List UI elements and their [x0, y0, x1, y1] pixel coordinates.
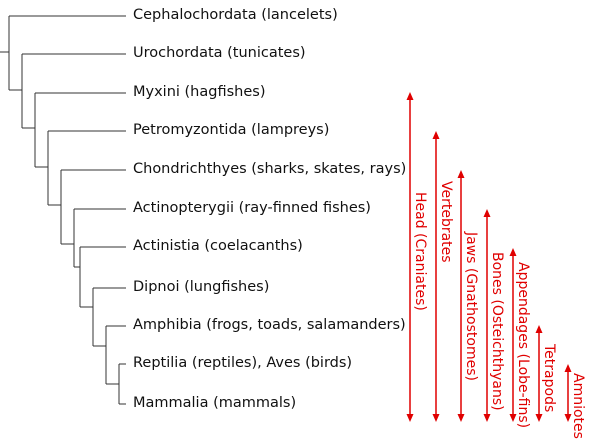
taxon-label: Dipnoi (lungfishes): [133, 279, 270, 295]
taxon-label: Reptilia (reptiles), Aves (birds): [133, 355, 353, 371]
arrowhead-up: [457, 170, 465, 178]
arrowhead-down: [509, 414, 517, 422]
taxon-label: Cephalochordata (lancelets): [133, 7, 338, 23]
trait-label: Vertebrates: [438, 181, 454, 263]
taxon-label: Amphibia (frogs, toads, salamanders): [133, 317, 406, 333]
trait-label: Bones (Osteichthyans): [489, 252, 505, 411]
taxon-label: Actinistia (coelacanths): [133, 238, 303, 254]
arrowhead-up: [535, 325, 543, 333]
arrowhead-down: [406, 414, 414, 422]
taxon-label: Actinopterygii (ray-finned fishes): [133, 200, 371, 216]
arrowhead-down: [432, 414, 440, 422]
arrowhead-up: [509, 248, 517, 256]
taxon-label: Petromyzontida (lampreys): [133, 122, 330, 138]
taxon-label: Chondrichthyes (sharks, skates, rays): [133, 161, 407, 177]
trait-label: Appendages (Lobe-fins): [515, 262, 531, 429]
trait-label: Tetrapods: [541, 344, 557, 413]
trait-label: Head (Craniates): [412, 192, 428, 311]
trait-label: Jaws (Gnathostomes): [463, 232, 479, 381]
arrowhead-down: [564, 414, 572, 422]
arrowhead-down: [535, 414, 543, 422]
taxon-label: Myxini (hagfishes): [133, 84, 266, 100]
arrowhead-down: [483, 414, 491, 422]
arrowhead-up: [432, 131, 440, 139]
arrowhead-up: [564, 364, 572, 372]
arrowhead-down: [457, 414, 465, 422]
trait-label: Amniotes: [570, 373, 586, 439]
arrowhead-up: [406, 92, 414, 100]
taxon-label: Urochordata (tunicates): [133, 45, 306, 61]
arrowhead-up: [483, 209, 491, 217]
taxon-label: Mammalia (mammals): [133, 395, 297, 411]
